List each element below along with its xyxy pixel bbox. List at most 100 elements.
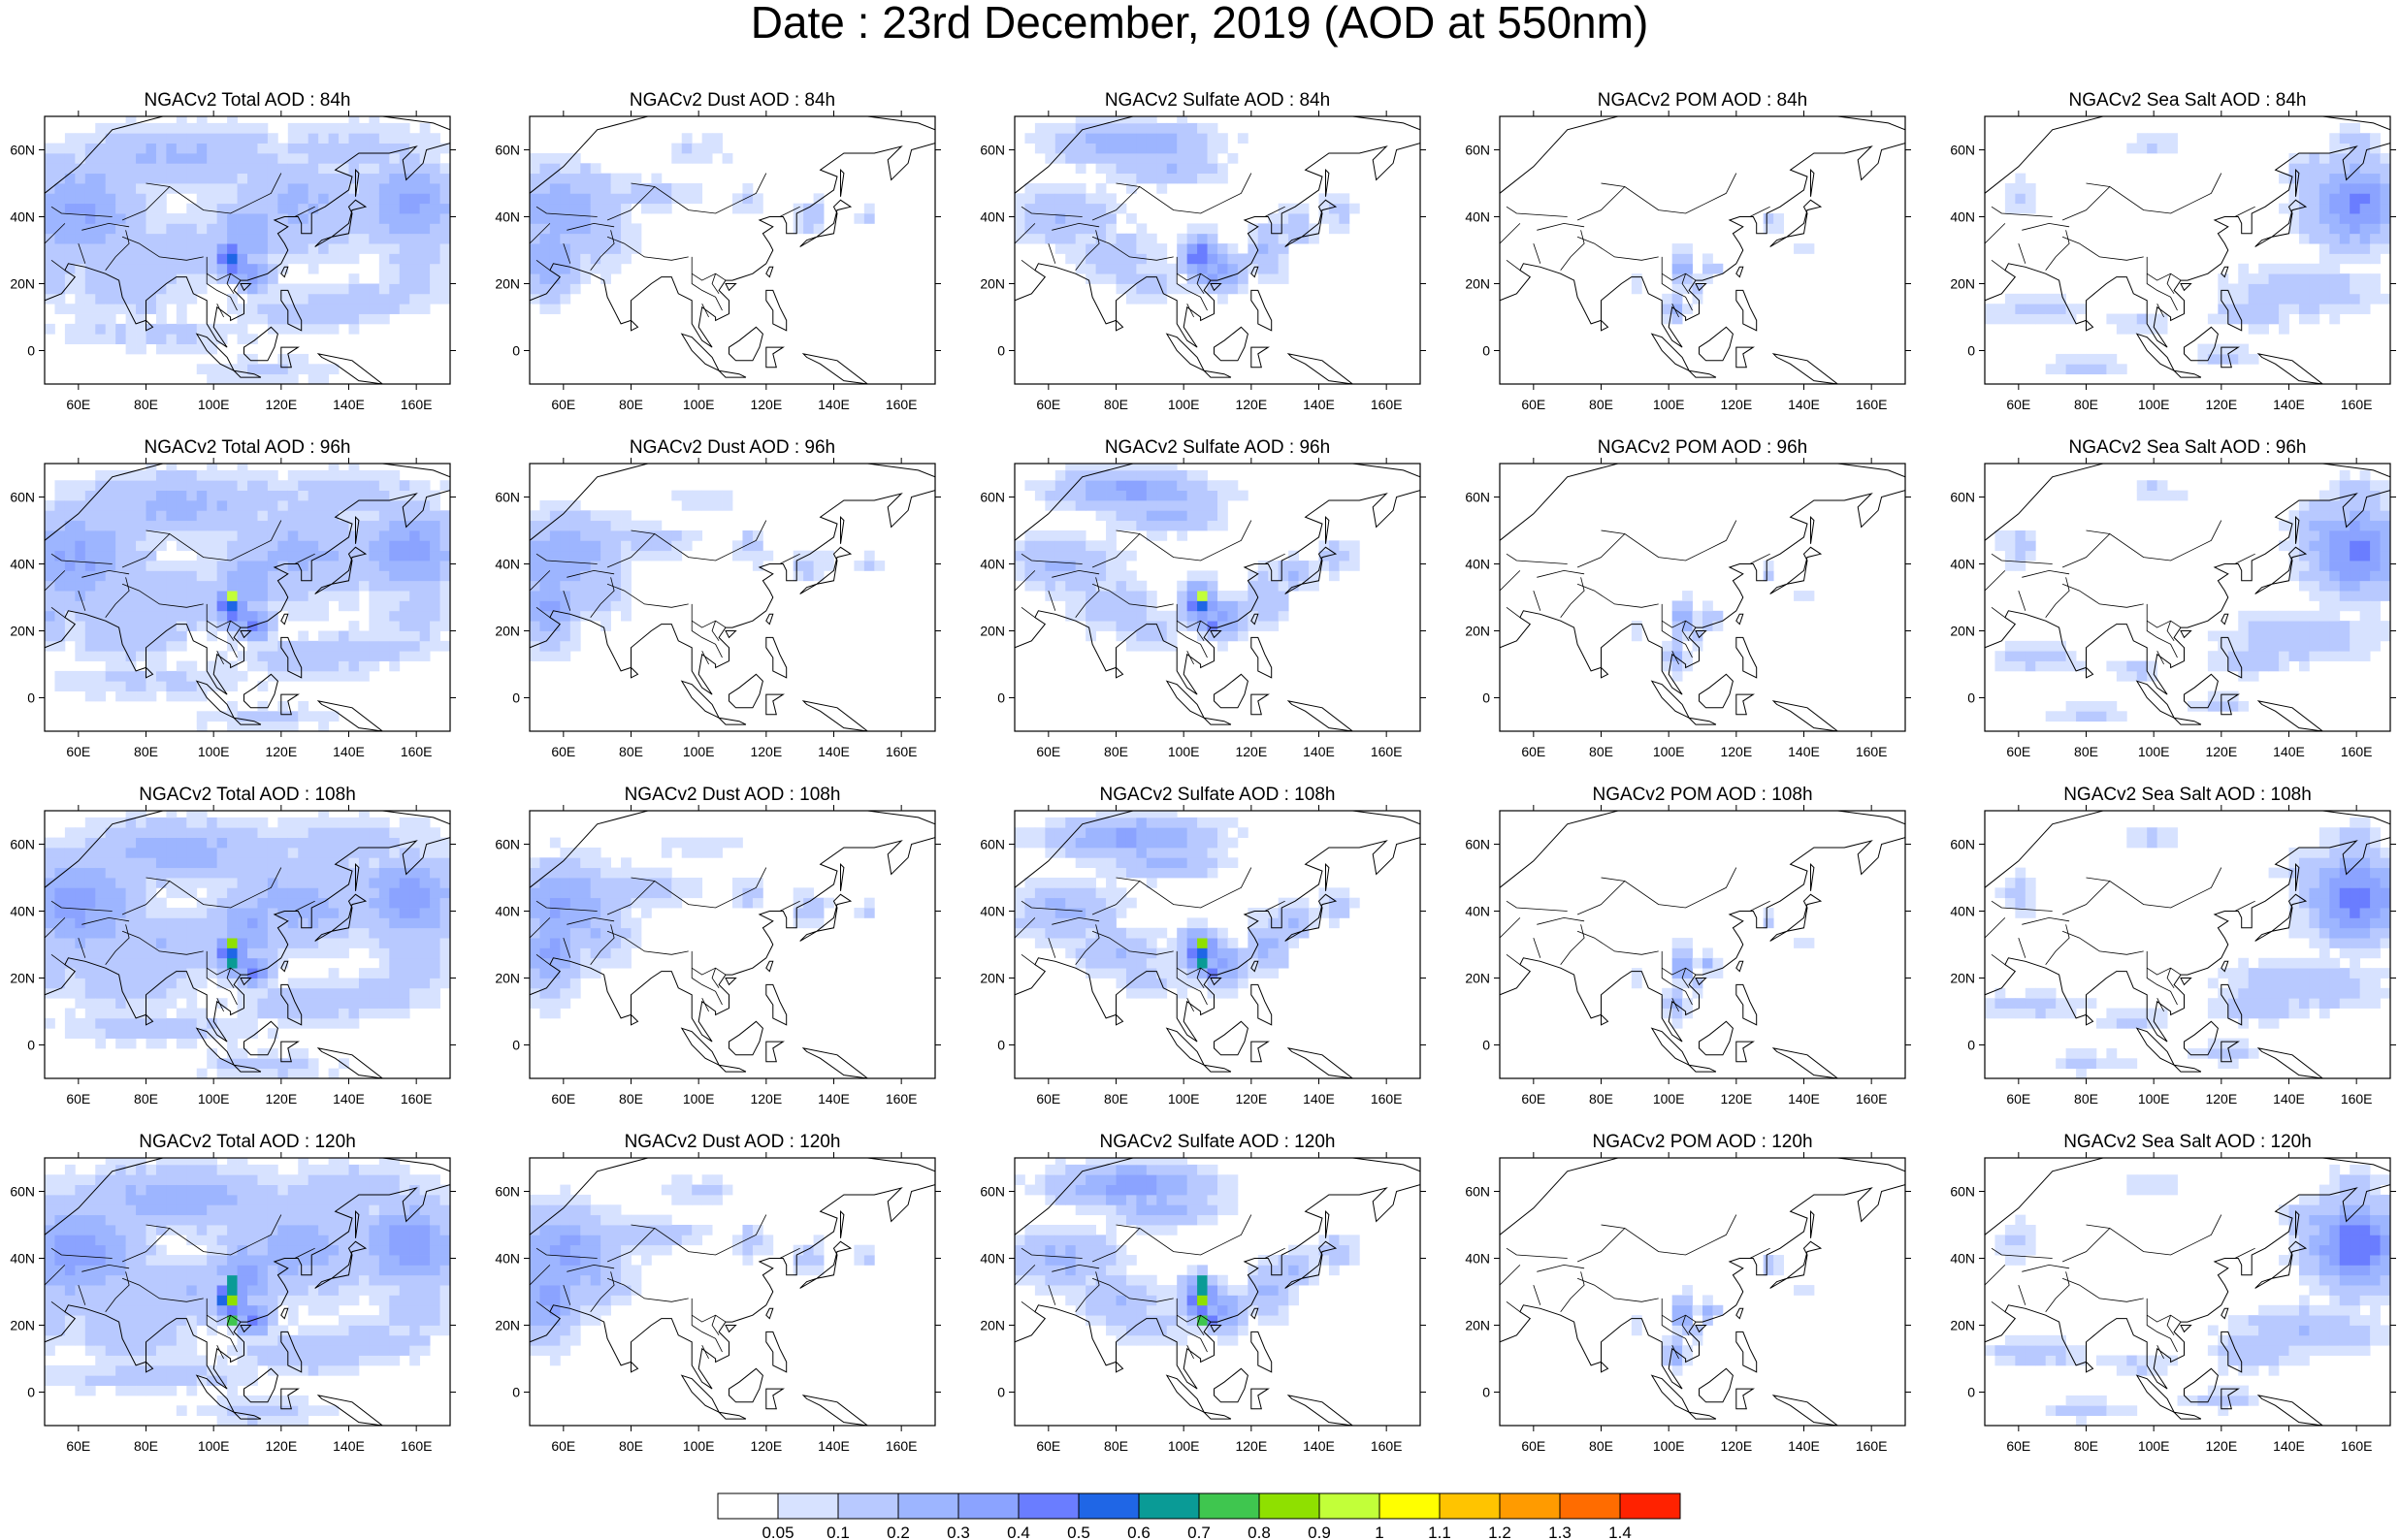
aod-cell <box>1065 223 1077 235</box>
aod-cell <box>389 887 401 899</box>
aod-cell <box>125 651 137 661</box>
aod-cell <box>621 233 632 244</box>
aod-cell <box>358 193 370 205</box>
aod-cell <box>166 690 178 702</box>
aod-cell <box>247 223 258 235</box>
aod-cell <box>54 640 66 652</box>
aod-field <box>530 133 875 314</box>
aod-cell <box>146 570 157 582</box>
aod-cell <box>580 610 592 622</box>
aod-cell <box>419 490 431 501</box>
aod-cell <box>2350 480 2361 491</box>
aod-cell <box>1328 223 1340 235</box>
aod-cell <box>318 580 329 592</box>
aod-cell <box>257 1068 269 1078</box>
aod-cell <box>2238 263 2250 274</box>
aod-cell <box>560 908 571 918</box>
aod-cell <box>64 570 76 582</box>
aod-cell <box>328 183 340 194</box>
aod-cell <box>125 1008 137 1019</box>
aod-cell <box>257 243 269 254</box>
aod-cell <box>1106 203 1117 214</box>
aod-cell <box>216 837 228 849</box>
aod-cell <box>136 968 146 979</box>
aod-cell <box>2268 660 2280 672</box>
aod-cell <box>1671 630 1683 642</box>
x-tick-label: 60E <box>1521 744 1545 759</box>
country-border <box>226 273 235 295</box>
aod-cell <box>1116 469 1127 481</box>
aod-cell <box>84 580 96 592</box>
y-tick-label: 60N <box>1950 490 1975 505</box>
aod-cell <box>339 998 349 1009</box>
aod-cell <box>1177 116 1188 124</box>
coastline-island <box>1735 266 1744 278</box>
aod-cell <box>186 343 198 355</box>
aod-cell <box>1034 183 1046 194</box>
aod-cell <box>176 152 187 164</box>
aod-cell <box>569 223 581 235</box>
coastline-island <box>2184 673 2219 709</box>
aod-cell <box>348 203 360 214</box>
country-border <box>50 953 66 966</box>
aod-cell <box>339 469 349 481</box>
aod-cell <box>207 857 218 869</box>
y-tick-label: 40N <box>1950 209 1975 225</box>
aod-cell <box>207 817 218 828</box>
aod-cell <box>742 878 754 888</box>
x-tick-label: 160E <box>1371 744 1403 759</box>
aod-cell <box>2004 530 2016 541</box>
aod-cell <box>176 878 187 888</box>
aod-cell <box>1136 152 1148 164</box>
aod-cell <box>339 927 349 939</box>
aod-cell <box>115 580 126 592</box>
aod-cell <box>621 917 632 929</box>
aod-cell <box>339 827 349 838</box>
aod-cell <box>2116 364 2127 375</box>
coastline-island <box>765 266 774 278</box>
aod-cell <box>803 213 814 224</box>
aod-cell <box>1095 263 1107 274</box>
aod-cell <box>1348 203 1360 214</box>
aod-cell <box>1177 520 1188 531</box>
aod-cell <box>105 978 116 989</box>
aod-cell <box>1177 283 1188 295</box>
aod-cell <box>257 530 269 541</box>
aod-cell <box>399 233 410 244</box>
aod-cell <box>84 1017 96 1029</box>
aod-cell <box>1227 273 1239 284</box>
aod-cell <box>560 998 571 1009</box>
aod-cell <box>2350 183 2361 194</box>
aod-cell <box>631 173 642 184</box>
coastlines <box>1015 464 1420 731</box>
aod-cell <box>54 580 66 592</box>
aod-cell <box>176 173 187 184</box>
aod-cell <box>2370 152 2381 164</box>
coastline-island <box>1214 326 1248 362</box>
aod-cell <box>196 610 208 622</box>
aod-cell <box>84 651 96 661</box>
aod-cell <box>430 957 440 969</box>
aod-cell <box>176 122 187 134</box>
aod-cell <box>2248 640 2259 652</box>
aod-cell <box>277 263 289 274</box>
aod-cell <box>339 203 349 214</box>
aod-cell <box>207 193 218 205</box>
aod-cell <box>196 540 208 552</box>
aod-cell <box>419 897 431 909</box>
aod-cell <box>2370 213 2381 224</box>
aod-cell <box>409 621 421 631</box>
aod-cell <box>439 510 450 522</box>
aod-cell <box>430 152 440 164</box>
aod-cell <box>227 293 238 305</box>
aod-cell <box>1136 591 1148 601</box>
country-border <box>50 259 66 272</box>
aod-cell <box>1288 561 1299 571</box>
aod-cell <box>166 887 178 899</box>
coastline-island <box>1325 515 1330 544</box>
aod-cell <box>267 998 278 1009</box>
aod-cell <box>155 540 167 552</box>
aod-cell <box>621 610 632 622</box>
aod-cell <box>95 927 107 939</box>
aod-cell <box>1065 183 1077 194</box>
